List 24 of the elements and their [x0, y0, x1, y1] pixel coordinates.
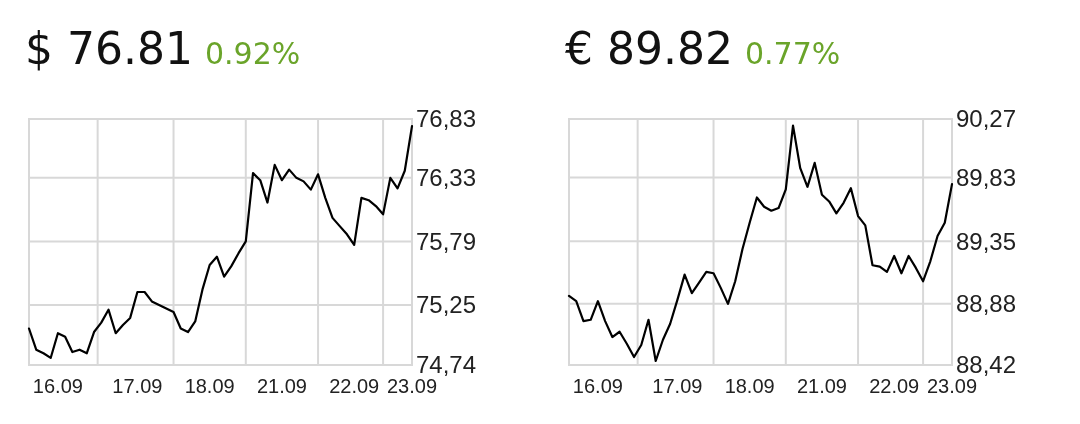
x-tick-label: 21.09	[256, 375, 307, 397]
y-tick-label: 76,83	[416, 105, 477, 133]
y-tick-label: 75,79	[416, 227, 477, 255]
y-tick-label: 88,88	[956, 290, 1017, 318]
line-series	[27, 124, 414, 360]
x-tick-label: 18.09	[184, 375, 235, 397]
x-tick-label: 22.09	[869, 375, 920, 397]
x-tick-label: 18.09	[724, 375, 775, 397]
x-tick-label: 17.09	[112, 375, 163, 397]
chart-subtitle: 0.92%	[204, 36, 301, 71]
chart-title: $ 76.81	[25, 23, 193, 74]
y-tick-label: 90,27	[956, 105, 1017, 133]
x-tick-label: 16.09	[32, 375, 83, 397]
x-tick-label: 16.09	[572, 375, 623, 397]
chart-subtitle: 0.77%	[744, 36, 841, 71]
y-tick-label: 89,35	[956, 227, 1017, 255]
x-tick-label: 21.09	[796, 375, 847, 397]
y-tick-label: 76,33	[416, 164, 477, 192]
line-series	[567, 124, 954, 363]
x-tick-label: 22.09	[329, 375, 380, 397]
x-tick-label: 17.09	[652, 375, 703, 397]
y-tick-label: 75,25	[416, 291, 477, 319]
y-tick-label: 89,83	[956, 163, 1017, 191]
chart-title: € 89.82	[565, 23, 733, 74]
